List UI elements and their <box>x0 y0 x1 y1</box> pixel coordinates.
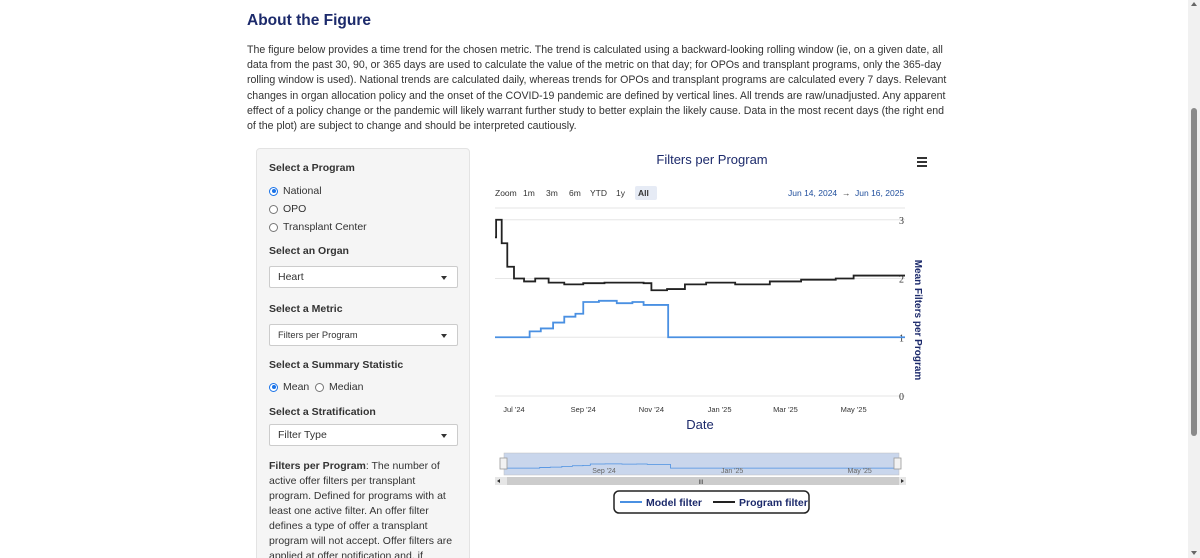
sidebar-panel: Select a Program National OPO Transplant… <box>256 148 470 558</box>
y-tick-label: 3 <box>899 216 904 227</box>
x-tick-label: Jul '24 <box>503 405 524 414</box>
zoom-button-6m[interactable]: 6m <box>569 188 581 198</box>
range-to[interactable]: Jun 16, 2025 <box>855 188 904 198</box>
radio-mean[interactable] <box>269 382 278 392</box>
stratification-label: Select a Stratification <box>269 406 376 418</box>
x-tick-label: Jan '25 <box>708 405 732 414</box>
legend-program-filter[interactable]: Program filter <box>739 497 808 509</box>
range-from[interactable]: Jun 14, 2024 <box>788 188 837 198</box>
program-option-transplant-center[interactable]: Transplant Center <box>269 221 367 233</box>
navigator-selection[interactable] <box>503 452 900 476</box>
scroll-right-icon[interactable] <box>901 479 904 483</box>
radio-median[interactable] <box>315 382 324 392</box>
summary-option-mean[interactable]: Mean <box>269 381 309 393</box>
metric-label: Select a Metric <box>269 303 343 315</box>
page-scrollbar-thumb[interactable] <box>1191 108 1197 436</box>
range-arrow: → <box>842 188 851 198</box>
navigator-label: Jan '25 <box>721 468 743 475</box>
hamburger-menu-icon[interactable] <box>917 157 927 167</box>
summary-option-median[interactable]: Median <box>315 381 363 393</box>
zoom-button-1y[interactable]: 1y <box>616 188 626 198</box>
navigator[interactable]: Sep '24 Jan '25 May '25 III <box>495 452 906 486</box>
zoom-button-3m[interactable]: 3m <box>546 188 558 198</box>
navigator-scrollbar-thumb[interactable] <box>507 477 899 485</box>
zoom-button-1m[interactable]: 1m <box>523 188 535 198</box>
metric-select[interactable]: Filters per Program <box>269 324 458 346</box>
y-tick-label: 0 <box>899 392 904 403</box>
zoom-label: Zoom <box>495 188 517 198</box>
navigator-label: Sep '24 <box>592 468 616 475</box>
intro-paragraph: The figure below provides a time trend f… <box>247 44 947 133</box>
x-tick-label: May '25 <box>841 405 867 414</box>
chevron-down-icon <box>441 434 447 438</box>
x-tick-label: Mar '25 <box>773 405 798 414</box>
scrollbar-grip-icon: III <box>698 480 703 486</box>
program-label: Select a Program <box>269 162 355 174</box>
legend-model-filter[interactable]: Model filter <box>646 497 702 509</box>
navigator-series <box>507 463 894 469</box>
zoom-buttons: 1m 3m 6m YTD 1y All <box>523 186 657 200</box>
series-line-program-filter[interactable] <box>495 218 905 292</box>
navigator-labels: Sep '24 Jan '25 May '25 <box>592 468 872 475</box>
zoom-button-ytd[interactable]: YTD <box>590 188 607 198</box>
navigator-label: May '25 <box>847 468 871 475</box>
legend: Model filter Program filter <box>613 490 810 514</box>
x-tick-labels: Jul '24 Sep '24 Nov '24 Jan '25 Mar '25 May '… <box>503 405 866 414</box>
series-lines <box>495 218 905 339</box>
scroll-up-icon[interactable] <box>1191 2 1197 6</box>
organ-label: Select an Organ <box>269 245 349 257</box>
gridlines <box>495 219 905 397</box>
x-axis-label: Date <box>686 417 713 432</box>
navigator-line <box>507 463 894 469</box>
radio-transplant-center[interactable] <box>269 222 278 232</box>
summary-label: Select a Summary Statistic <box>269 359 404 371</box>
y-tick-label: 2 <box>899 275 904 286</box>
y-axis-label: Mean Filters per Program <box>912 260 923 381</box>
x-tick-label: Sep '24 <box>571 405 596 414</box>
radio-opo[interactable] <box>269 204 278 214</box>
program-option-national[interactable]: National <box>269 185 322 197</box>
metric-description: Filters per Program: The number of activ… <box>269 460 453 558</box>
organ-select[interactable]: Heart <box>269 266 458 288</box>
navigator-handle-left[interactable] <box>499 457 508 470</box>
scroll-down-icon[interactable] <box>1191 551 1197 555</box>
y-tick-labels: 0 1 2 3 <box>899 216 904 403</box>
y-tick-label: 1 <box>899 333 904 344</box>
chart-title: Filters per Program <box>656 152 767 167</box>
navigator-handle-right[interactable] <box>893 457 902 470</box>
radio-national[interactable] <box>269 186 278 196</box>
page-title: About the Figure <box>247 12 371 29</box>
series-line-model-filter[interactable] <box>495 299 905 339</box>
trend-chart: Filters per Program Zoom 1m 3m 6m YTD 1y All … <box>495 152 923 514</box>
page-scrollbar[interactable] <box>1188 0 1200 558</box>
chevron-down-icon <box>441 276 447 280</box>
zoom-button-bg <box>635 186 657 200</box>
program-option-opo[interactable]: OPO <box>269 203 306 215</box>
scroll-left-icon[interactable] <box>497 479 500 483</box>
zoom-button-all[interactable]: All <box>638 188 649 198</box>
stratification-select[interactable]: Filter Type <box>269 424 458 446</box>
chevron-down-icon <box>441 334 447 338</box>
x-tick-label: Nov '24 <box>639 405 664 414</box>
legend-box <box>613 490 810 514</box>
